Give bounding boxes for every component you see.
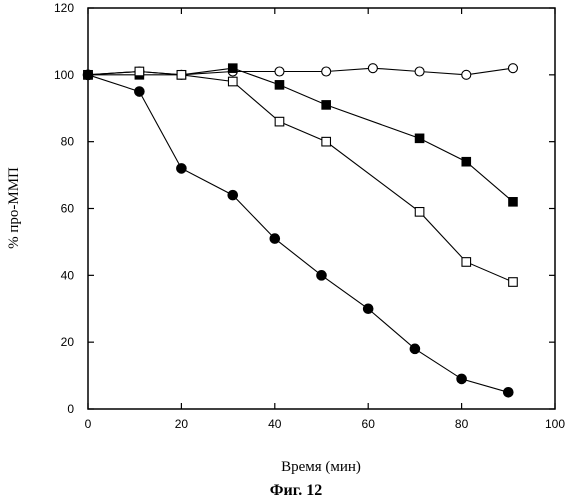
data-point-open-square: [177, 71, 186, 80]
data-point-filled-circle: [504, 387, 514, 397]
data-point-open-circle: [322, 67, 331, 76]
y-tick-label: 120: [54, 1, 74, 15]
data-point-open-square: [228, 77, 237, 86]
data-point-filled-circle: [177, 164, 187, 174]
series-line-filled-circle: [88, 75, 508, 392]
data-point-filled-circle: [135, 87, 145, 97]
data-point-filled-square: [509, 198, 518, 207]
data-point-open-circle: [508, 64, 517, 73]
y-tick-label: 0: [67, 402, 74, 416]
data-point-open-square: [415, 208, 424, 217]
data-point-filled-circle: [457, 374, 467, 384]
data-point-filled-square: [275, 81, 284, 90]
axis-ticks: 0 20 40 60 80 100 0 20 40 60 80 100 120: [54, 1, 565, 431]
series-line-filled-square: [88, 68, 513, 202]
y-axis-title: % про-ММП: [6, 167, 22, 249]
data-point-filled-circle: [363, 304, 373, 314]
data-point-filled-circle: [270, 234, 280, 244]
x-axis-title: Время (мин): [281, 459, 361, 475]
y-tick-label: 40: [61, 268, 75, 282]
plot-frame: [88, 8, 555, 409]
x-tick-label: 0: [85, 417, 92, 431]
series-markers: [83, 64, 517, 397]
x-tick-label: 100: [545, 417, 565, 431]
y-tick-label: 20: [61, 335, 75, 349]
data-point-filled-square: [415, 134, 424, 143]
y-tick-label: 80: [61, 135, 75, 149]
data-point-filled-circle: [410, 344, 420, 354]
data-point-open-square: [135, 67, 144, 76]
data-point-open-circle: [368, 64, 377, 73]
x-tick-label: 80: [455, 417, 469, 431]
data-point-open-square: [275, 117, 284, 126]
data-point-open-circle: [462, 70, 471, 79]
series-line-open-circle: [88, 68, 513, 75]
data-point-filled-circle: [228, 190, 238, 200]
y-tick-label: 60: [61, 202, 75, 216]
data-point-open-square: [322, 137, 331, 146]
data-point-filled-circle: [83, 70, 93, 80]
x-tick-label: 40: [268, 417, 282, 431]
figure-caption: Фиг. 12: [270, 482, 322, 499]
data-point-open-circle: [275, 67, 284, 76]
x-tick-label: 60: [362, 417, 376, 431]
data-point-open-square: [509, 278, 518, 287]
data-point-open-circle: [415, 67, 424, 76]
series-lines: [88, 68, 513, 392]
x-tick-label: 20: [175, 417, 189, 431]
data-point-filled-circle: [317, 271, 327, 281]
data-point-filled-square: [462, 157, 471, 166]
data-point-filled-square: [228, 64, 237, 73]
data-point-open-square: [462, 258, 471, 267]
y-tick-label: 100: [54, 68, 74, 82]
series-line-open-square: [88, 71, 513, 282]
data-point-filled-square: [322, 101, 331, 110]
